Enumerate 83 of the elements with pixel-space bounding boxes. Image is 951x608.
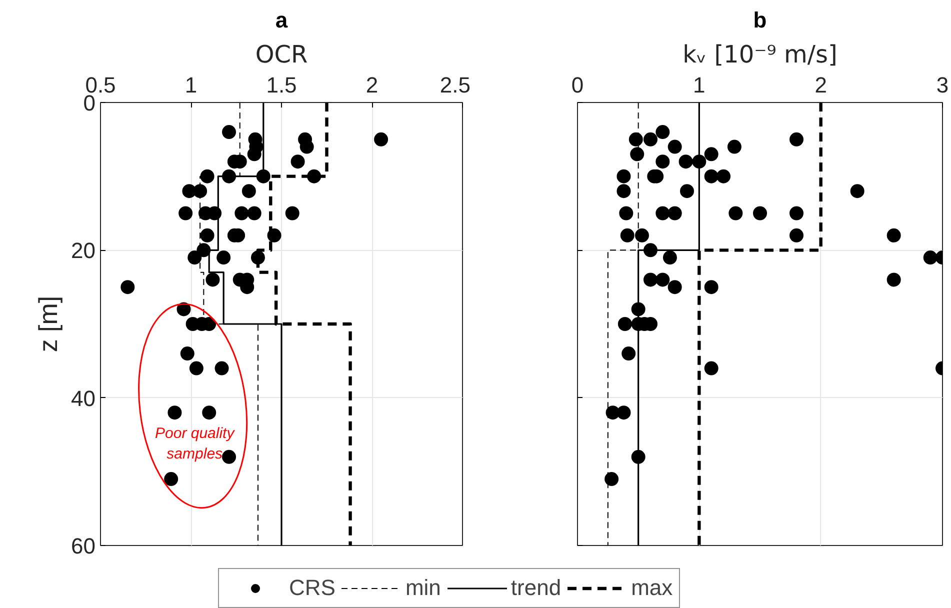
x-tick-label: 1.5	[266, 72, 297, 98]
point	[668, 280, 682, 294]
point	[678, 154, 693, 169]
point	[180, 346, 194, 361]
x-tick-label: 2	[366, 72, 378, 98]
point	[164, 472, 178, 486]
point	[202, 406, 216, 420]
chart-title: b	[753, 8, 767, 32]
point	[222, 450, 236, 464]
point	[704, 280, 718, 294]
point	[634, 228, 649, 242]
y-tick-label: 40	[71, 386, 96, 411]
point	[616, 169, 631, 184]
point	[189, 361, 204, 376]
point	[850, 184, 864, 198]
point	[790, 228, 804, 242]
point	[753, 206, 767, 220]
point	[668, 206, 682, 220]
x-tick-label: 1	[184, 72, 198, 98]
chart-title: a	[275, 8, 288, 32]
y-axis-title: z [m]	[33, 296, 64, 352]
point	[619, 206, 634, 220]
point	[193, 184, 208, 198]
point	[704, 361, 718, 376]
point	[668, 140, 682, 154]
point	[644, 132, 658, 146]
y-tick-label: 60	[71, 534, 96, 558]
point	[214, 361, 229, 376]
point	[620, 228, 634, 242]
point	[790, 132, 804, 146]
point	[200, 169, 214, 184]
point	[247, 206, 262, 220]
point	[374, 132, 388, 146]
point	[618, 317, 632, 331]
point	[716, 169, 730, 184]
legend-label: CRS	[289, 575, 336, 601]
x-tick-label: 2	[814, 72, 827, 98]
y-tick-label: 20	[71, 238, 96, 264]
point	[886, 228, 901, 242]
point	[656, 206, 670, 220]
point	[178, 206, 193, 220]
x-tick-label: 3	[936, 72, 949, 98]
point	[120, 280, 135, 294]
legend-label: max	[631, 575, 673, 601]
point	[644, 272, 658, 287]
point	[662, 250, 677, 265]
legend-label: trend	[510, 575, 562, 601]
point	[206, 272, 220, 287]
point	[242, 184, 256, 198]
x-tick-label: 0	[571, 72, 584, 98]
point	[923, 250, 938, 265]
x-tick-label: 1	[693, 72, 706, 98]
point	[616, 406, 631, 420]
point	[630, 147, 644, 162]
point	[727, 140, 742, 154]
legend-label: min	[405, 575, 441, 601]
point	[680, 184, 694, 198]
point	[656, 154, 670, 169]
point	[188, 250, 202, 265]
point	[200, 228, 214, 242]
x-axis-title: OCR	[255, 40, 308, 68]
point	[216, 250, 231, 265]
point	[728, 206, 743, 220]
point	[616, 184, 631, 198]
point	[300, 140, 314, 154]
point	[886, 272, 901, 287]
x-axis-title: kᵥ [10⁻⁹ m/s]	[682, 40, 838, 68]
point	[704, 147, 718, 162]
point	[290, 154, 305, 169]
point	[604, 472, 619, 486]
point	[285, 206, 300, 220]
point	[234, 206, 249, 220]
point	[704, 169, 718, 184]
point	[790, 206, 804, 220]
point	[222, 125, 236, 140]
point	[656, 125, 670, 140]
point	[656, 272, 670, 287]
point	[247, 147, 262, 162]
annotation: Poor quality samples	[155, 424, 236, 462]
point	[168, 406, 182, 420]
point	[628, 132, 643, 146]
point	[622, 346, 636, 361]
x-tick-label: 2.5	[440, 72, 471, 98]
